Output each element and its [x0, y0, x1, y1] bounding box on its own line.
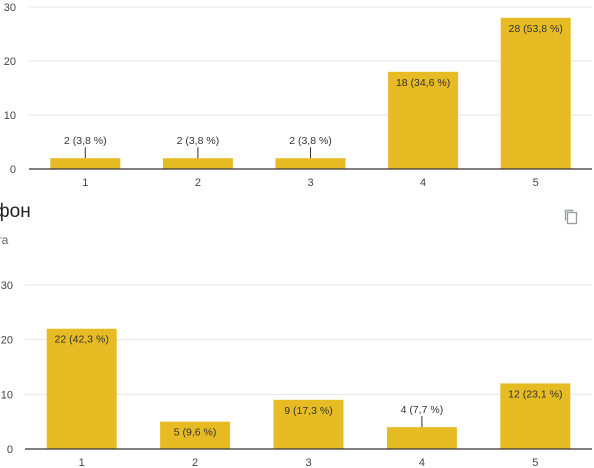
- data-label: 28 (53,8 %): [509, 23, 563, 35]
- x-tick-label: 5: [533, 177, 539, 189]
- y-tick-label: 0: [7, 444, 13, 456]
- x-tick-label: 1: [82, 177, 88, 189]
- bar[interactable]: [500, 17, 571, 169]
- x-tick-label: 3: [305, 457, 311, 468]
- data-label: 2 (3,8 %): [64, 135, 107, 147]
- x-tick-label: 4: [420, 177, 426, 189]
- data-label: 12 (23,1 %): [508, 388, 562, 400]
- question-title: фон: [0, 201, 31, 222]
- y-tick-label: 30: [4, 2, 16, 14]
- y-tick-label: 20: [1, 335, 13, 347]
- y-tick-label: 10: [1, 389, 13, 401]
- data-label: 4 (7,7 %): [401, 404, 444, 416]
- bar[interactable]: [275, 158, 346, 169]
- bar[interactable]: [160, 421, 231, 449]
- y-tick-label: 0: [10, 164, 16, 176]
- x-tick-label: 4: [419, 457, 425, 468]
- data-label: 5 (9,6 %): [174, 427, 217, 439]
- data-label: 9 (17,3 %): [284, 405, 332, 417]
- data-label: 2 (3,8 %): [177, 135, 220, 147]
- bar[interactable]: [500, 383, 571, 449]
- data-label: 18 (34,6 %): [396, 77, 450, 89]
- x-tick-label: 2: [192, 457, 198, 468]
- x-tick-label: 3: [307, 177, 313, 189]
- bar[interactable]: [162, 158, 233, 169]
- x-tick-label: 1: [79, 457, 85, 468]
- bar-chart-bottom: 0 10 20 30 22 (42,3 %) 1 5 (9,6 %) 2 9 (17,3 %) 3…: [1, 280, 592, 468]
- response-count-text: ета: [0, 233, 9, 247]
- y-tick-label: 10: [4, 110, 16, 122]
- copy-icon[interactable]: [562, 208, 580, 226]
- bar[interactable]: [388, 71, 459, 169]
- bar[interactable]: [50, 158, 121, 169]
- bar-chart-top: 0 10 20 30 2 (3,8 %) 1 2 (3,8 %) 2 2 (3,8 %) 3 18 …: [4, 2, 592, 189]
- data-label: 22 (42,3 %): [55, 334, 109, 346]
- bar[interactable]: [273, 399, 344, 449]
- bar[interactable]: [386, 427, 457, 449]
- x-tick-label: 5: [532, 457, 538, 468]
- y-tick-label: 20: [4, 56, 16, 68]
- x-tick-label: 2: [195, 177, 201, 189]
- data-label: 2 (3,8 %): [289, 135, 332, 147]
- y-tick-label: 30: [1, 280, 13, 292]
- bar[interactable]: [46, 328, 117, 449]
